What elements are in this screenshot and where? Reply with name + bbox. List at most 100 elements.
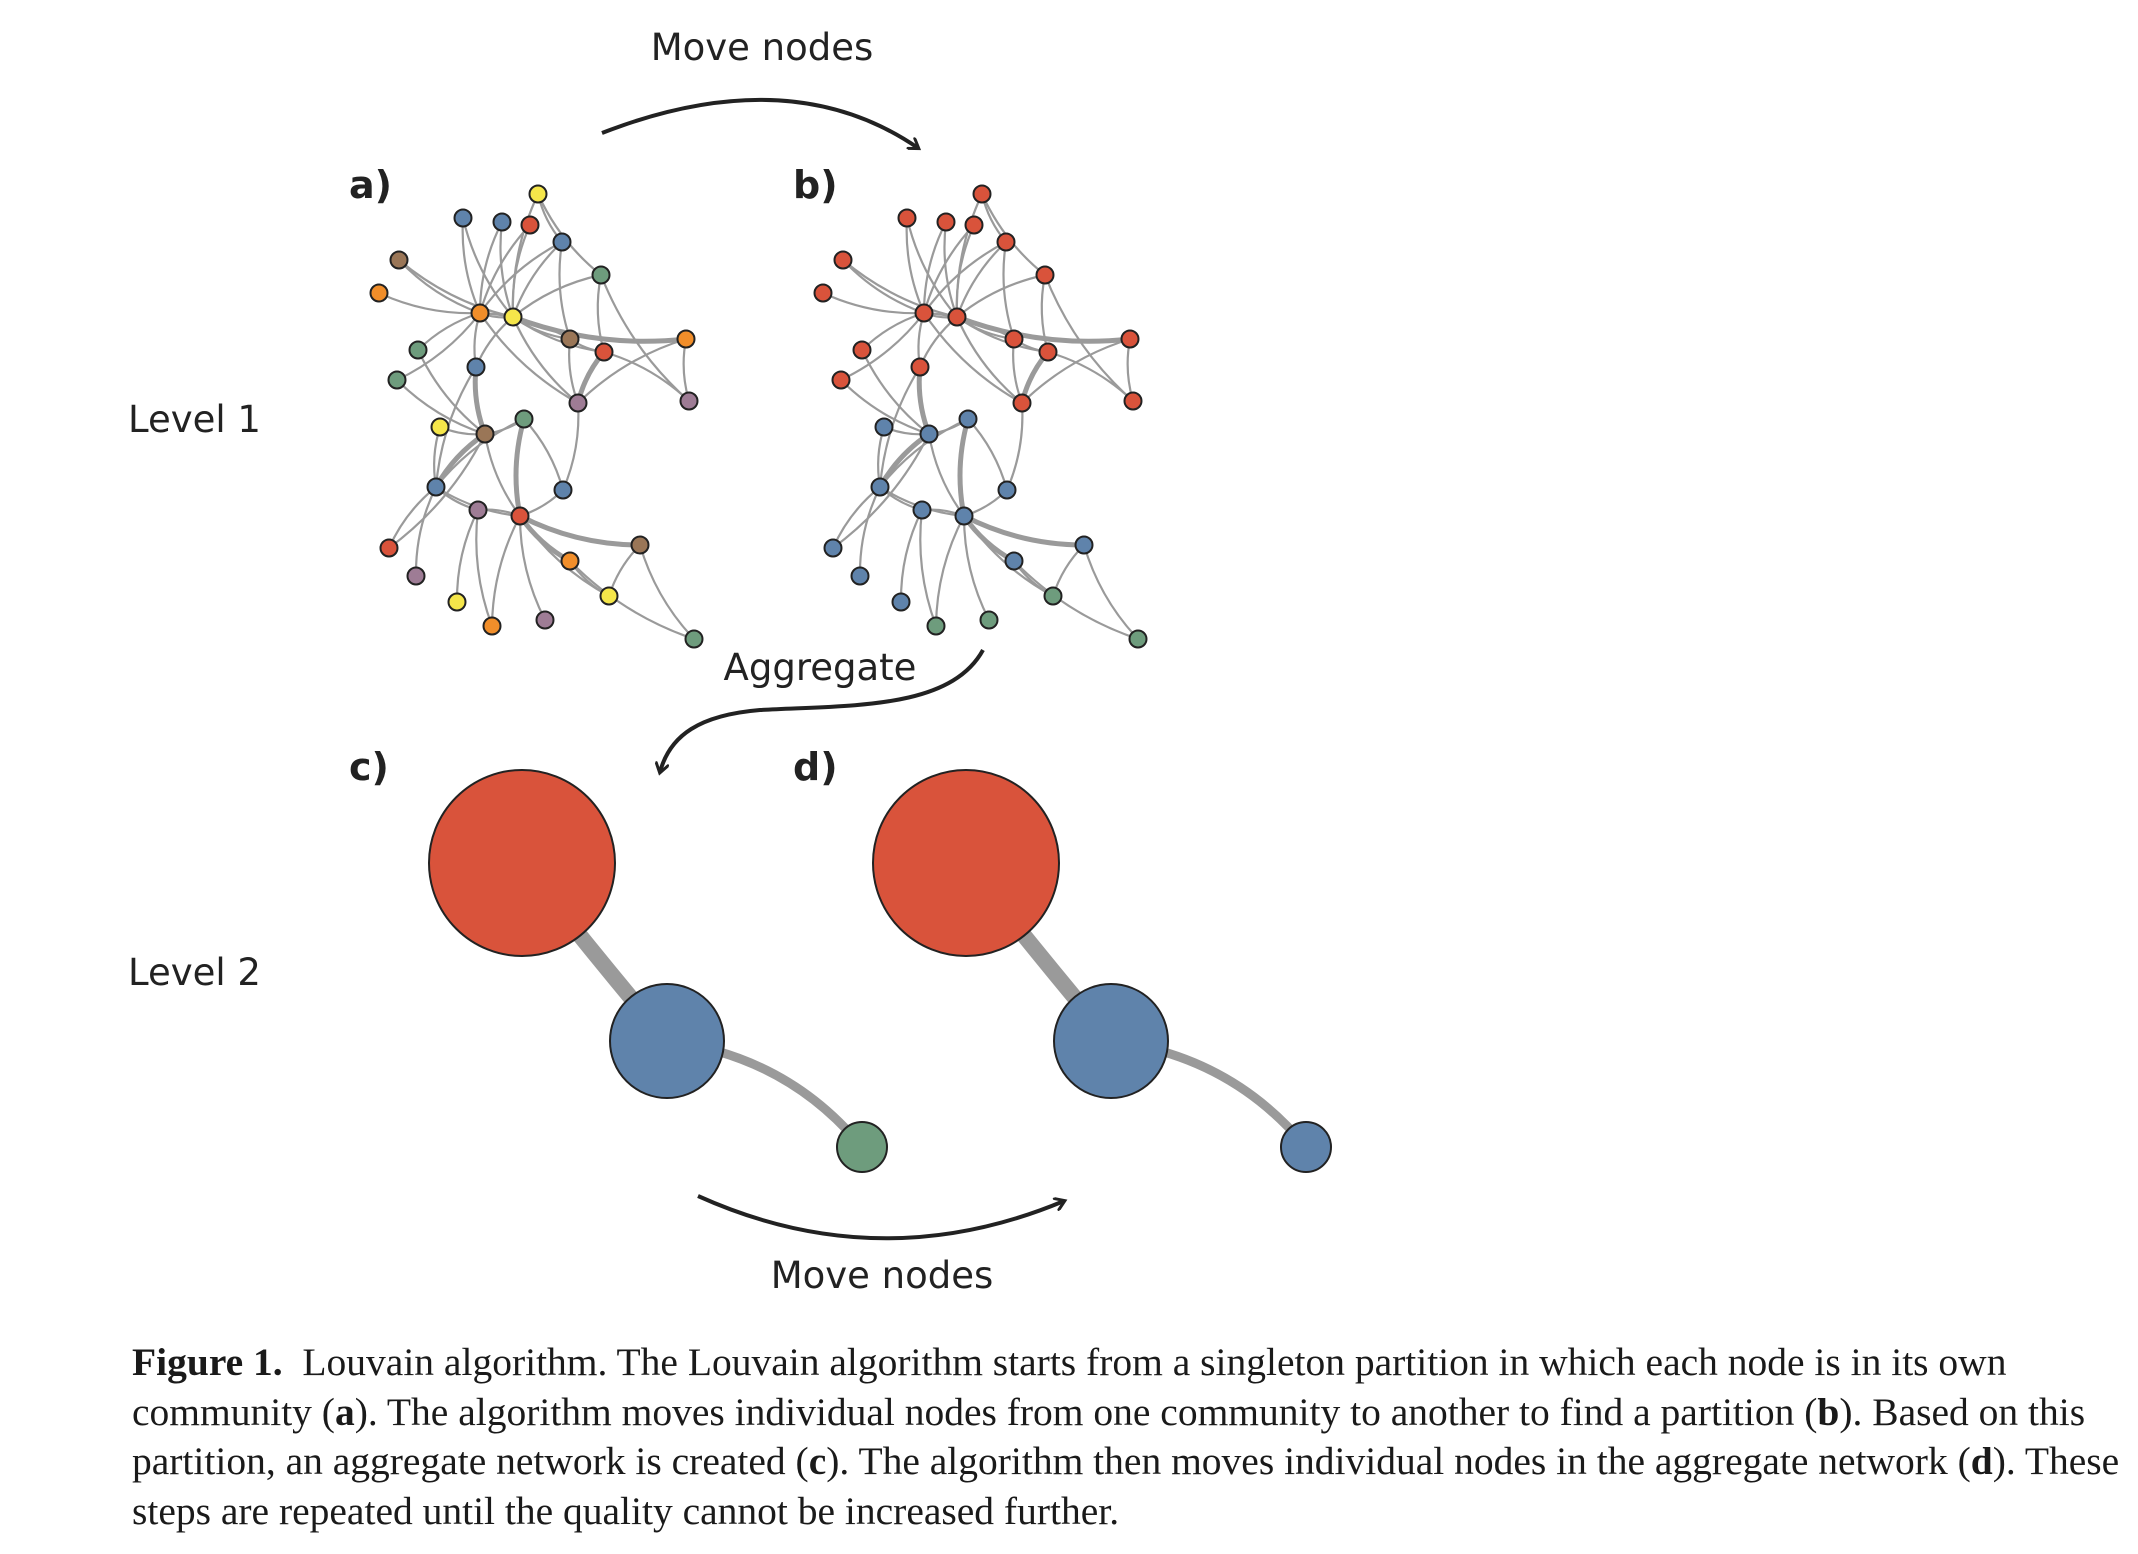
network-edge	[922, 224, 975, 314]
network-edge	[980, 193, 1046, 276]
network-edge	[512, 273, 602, 318]
network-edge	[861, 349, 930, 435]
network-node	[599, 586, 619, 606]
caption-panel-ref: b	[1817, 1389, 1840, 1434]
network-node	[1038, 342, 1058, 362]
network-node	[466, 357, 486, 377]
network-node	[997, 480, 1017, 500]
network-node	[926, 616, 946, 636]
network-node	[1074, 535, 1094, 555]
network-edge	[523, 418, 565, 491]
caption-panel-ref: d	[1970, 1439, 1993, 1483]
network-edge	[569, 560, 695, 641]
network-node	[936, 212, 956, 232]
caption-panel-ref: c	[808, 1439, 827, 1483]
aggregate-label: Aggregate	[724, 646, 917, 689]
network-edge	[512, 314, 687, 344]
network-edge	[1002, 241, 1016, 340]
network-node	[891, 592, 911, 612]
network-node	[560, 551, 580, 571]
aggregate-node-large	[872, 769, 1060, 957]
network-edge	[518, 515, 546, 621]
network-node	[947, 307, 967, 327]
network-node	[453, 208, 473, 228]
move-nodes-label-bottom: Move nodes	[771, 1254, 994, 1297]
network-node	[470, 303, 490, 323]
network-edge	[518, 513, 641, 548]
network-node	[528, 184, 548, 204]
network-edge	[568, 338, 580, 404]
caption-text: ). The algorithm then moves individual n…	[826, 1439, 1971, 1483]
network-node	[972, 184, 992, 204]
network-edge	[417, 349, 486, 435]
network-node	[919, 424, 939, 444]
network-edge	[923, 311, 1015, 340]
network-node	[492, 212, 512, 232]
network-node	[1128, 629, 1148, 649]
network-node	[912, 500, 932, 520]
move-nodes-arrow-bottom	[697, 1194, 1064, 1241]
network-edge	[1021, 337, 1131, 404]
network-edge	[955, 224, 976, 318]
aggregate-node-medium	[1053, 983, 1169, 1099]
network-node	[430, 417, 450, 437]
network-node	[591, 265, 611, 285]
network-edge	[923, 241, 1007, 314]
network-edge	[919, 509, 938, 627]
network-edge	[840, 312, 925, 381]
network-node	[568, 393, 588, 413]
network-edge	[961, 514, 1016, 564]
network-edge	[858, 486, 881, 577]
network-node	[389, 250, 409, 270]
network-edge	[957, 418, 971, 517]
network-node	[852, 340, 872, 360]
network-node	[468, 500, 488, 520]
network-node	[503, 307, 523, 327]
network-edge	[479, 241, 563, 314]
network-panel-a	[369, 184, 704, 649]
network-node	[1120, 329, 1140, 349]
caption-title: Figure 1.	[132, 1340, 283, 1384]
network-node	[447, 592, 467, 612]
network-node	[897, 208, 917, 228]
network-node	[510, 506, 530, 526]
network-node	[996, 232, 1016, 252]
network-node	[379, 538, 399, 558]
panel-label-c: c)	[349, 745, 389, 789]
aggregate-node-large	[428, 769, 616, 957]
network-edge	[472, 366, 488, 435]
network-node	[1004, 329, 1024, 349]
network-edge	[536, 193, 602, 276]
network-node	[426, 477, 446, 497]
network-edge	[831, 486, 881, 549]
network-edge	[962, 515, 990, 621]
network-edge	[603, 350, 690, 402]
move-nodes-arrow-top	[601, 97, 918, 148]
network-edge	[455, 509, 479, 603]
network-panel-b	[813, 184, 1148, 649]
network-node	[850, 566, 870, 586]
move-nodes-label-top: Move nodes	[651, 26, 874, 69]
caption-body: Louvain algorithm. The Louvain algorithm…	[132, 1340, 2119, 1533]
network-node	[676, 329, 696, 349]
network-node	[1035, 265, 1055, 285]
network-edge	[388, 433, 486, 549]
network-node	[958, 409, 978, 429]
network-edge	[475, 509, 494, 627]
network-edge	[561, 402, 580, 491]
network-edge	[1082, 544, 1139, 640]
network-edge	[962, 513, 1085, 548]
network-edge	[916, 366, 932, 435]
aggregate-node-medium	[609, 983, 725, 1099]
network-edge	[842, 259, 958, 319]
network-node	[475, 424, 495, 444]
network-edge	[899, 509, 923, 603]
network-edge	[499, 221, 515, 318]
network-node	[914, 303, 934, 323]
network-edge	[396, 379, 486, 436]
panel-label-b: b)	[793, 163, 838, 207]
network-node	[387, 370, 407, 390]
network-node	[1043, 586, 1063, 606]
network-node	[408, 340, 428, 360]
